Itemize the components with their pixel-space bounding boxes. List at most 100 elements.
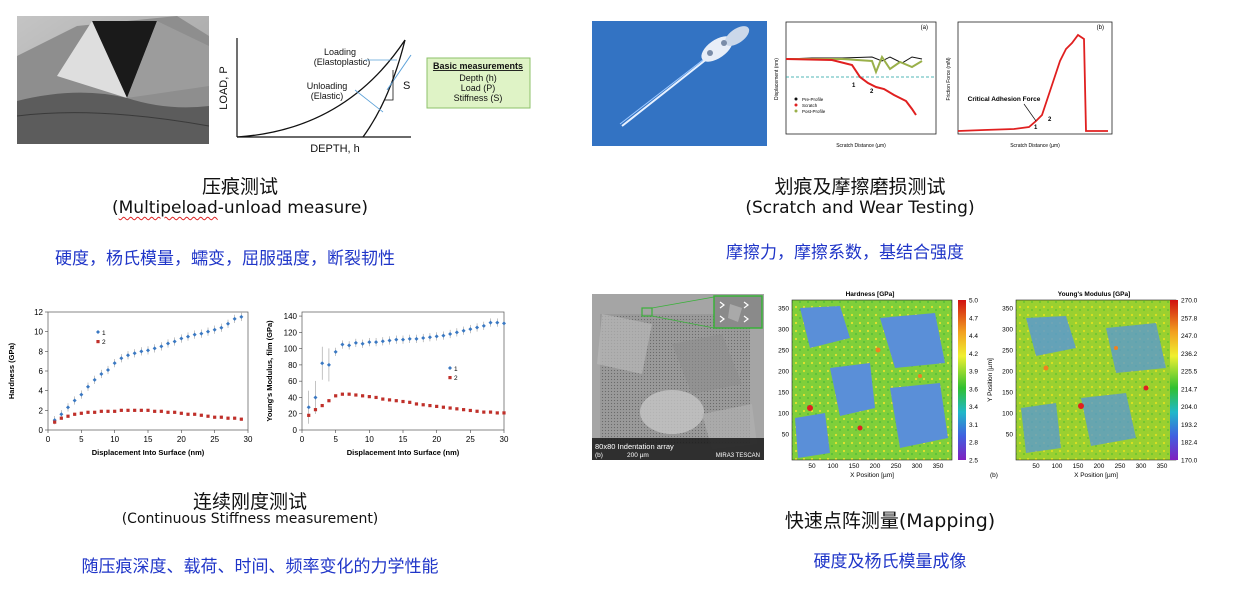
series-1-point — [192, 332, 197, 337]
y-tick-label: 8 — [39, 347, 44, 356]
map-y-tick-label: 350 — [778, 306, 789, 313]
y-tick-label: 2 — [39, 406, 44, 415]
series-1-point — [199, 331, 204, 336]
hardness-map: Hardness [GPa] 5.0 4.7 4.4 4.2 3.9 3.6 3.4 3.1 2… — [778, 291, 978, 479]
x-tick-label: 25 — [466, 435, 475, 444]
subtitle-paren: ( — [112, 198, 119, 218]
plot-frame — [47, 311, 249, 431]
colorbar-tick-label: 214.7 — [1181, 386, 1198, 393]
series-1-point — [239, 314, 244, 319]
modulus-map: Young's Modulus [GPa] Y Position [µm] 27… — [987, 291, 1198, 479]
series-2-point — [73, 412, 77, 416]
map-x-tick-label: 50 — [1032, 463, 1040, 470]
series-1-point — [374, 340, 379, 345]
colorbar-tick-label: 225.5 — [1181, 369, 1198, 376]
colorbar-tick-label: 2.5 — [969, 458, 978, 465]
map-x-tick-label: 250 — [891, 463, 902, 470]
series-2-point — [387, 398, 392, 402]
colorbar-tick-label: 270.0 — [1181, 298, 1198, 305]
series-2-point — [239, 417, 243, 421]
series-1-point — [146, 348, 150, 353]
x-tick-label: 25 — [210, 435, 219, 444]
x-tick-label: 15 — [399, 435, 408, 444]
chart-a-ylabel: Displacement (nm) — [774, 58, 780, 100]
series-1-point — [159, 344, 164, 349]
legend-marker-1 — [448, 366, 452, 370]
x-tick-label: 0 — [300, 435, 305, 444]
colorbar-tick-label: 257.8 — [1181, 315, 1198, 322]
series-1-point — [326, 362, 331, 367]
chart-a-tag: (a) — [921, 25, 928, 31]
series-1-point — [79, 392, 84, 397]
legend-marker-1 — [96, 330, 100, 334]
series-2-point — [219, 415, 223, 419]
x-tick-label: 5 — [79, 435, 84, 444]
series-1-point — [387, 338, 392, 343]
series-1-point — [212, 327, 217, 332]
map-y-tick-label: 150 — [778, 390, 789, 397]
indent-sem-image — [17, 16, 209, 144]
series-1-point — [434, 334, 439, 339]
map-y-tick-label: 300 — [1002, 327, 1013, 334]
x-tick-label: 0 — [46, 435, 51, 444]
series-1-point — [475, 325, 480, 330]
map-x-tick-label: 250 — [1115, 463, 1126, 470]
series-1-point — [179, 336, 184, 341]
legend-marker-2 — [448, 376, 452, 380]
map-y-tick-label: 50 — [782, 432, 790, 439]
box-item-load: Load (P) — [461, 83, 496, 93]
x-tick-label: 30 — [244, 435, 253, 444]
series-1-point — [139, 349, 144, 354]
y-tick-label: 80 — [288, 361, 297, 370]
scratch-subtitle: (Scratch and Wear Testing) — [745, 198, 975, 218]
legend-post: Post-Profile — [802, 109, 826, 114]
subtitle-rest: -unload measure) — [217, 198, 368, 218]
chart-a-marker-2: 2 — [870, 89, 874, 95]
series-2-point — [468, 408, 472, 413]
series-2-point — [361, 394, 365, 398]
series-2-point — [354, 393, 358, 397]
scratch-tip-image — [592, 21, 767, 146]
series-2-point — [146, 408, 150, 412]
series-1-point — [66, 405, 70, 410]
series-1-point — [92, 377, 97, 382]
chart-a-xlabel: Scratch Distance (µm) — [836, 143, 886, 149]
series-1-point — [461, 328, 466, 333]
series-1-point — [421, 336, 426, 341]
series-1-point — [427, 335, 432, 340]
indentation-properties: 硬度，杨氏模量，蠕变，屈服强度，断裂韧性 — [55, 249, 395, 269]
scratch-chart-b: (b) Friction Force (mN) Scratch Distance… — [946, 21, 1113, 149]
series-1-point — [468, 327, 473, 332]
colorbar-tick-label: 236.2 — [1181, 351, 1198, 358]
y-tick-label: 0 — [39, 426, 44, 435]
series-2-point — [441, 405, 445, 409]
modulus-map-tag: (b) — [990, 472, 998, 479]
scratch-title: 划痕及摩擦磨损测试 — [774, 176, 946, 198]
map-x-tick-label: 200 — [870, 463, 881, 470]
loading-sub-label: (Elastoplastic) — [314, 57, 371, 67]
series-2-point — [166, 410, 170, 414]
colorbar-tick-label: 2.8 — [969, 440, 978, 447]
box-item-stiffness: Stiffness (S) — [454, 93, 503, 103]
series-1-point — [347, 343, 352, 348]
map-x-tick-label: 300 — [912, 463, 923, 470]
series-2-point — [213, 415, 217, 419]
series-1-point — [106, 368, 110, 373]
series-2-point — [226, 416, 230, 420]
map-y-tick-label: 200 — [1002, 369, 1013, 376]
sem-scale: 200 µm — [627, 452, 649, 459]
x-tick-label: 5 — [333, 435, 338, 444]
series-1-point — [119, 356, 124, 361]
chart-b-ylabel: Friction Force (mN) — [946, 57, 952, 100]
x-tick-label: 10 — [110, 435, 119, 444]
series-1-point — [59, 412, 64, 417]
sem-tag: (b) — [595, 452, 603, 459]
series-2-point — [414, 402, 419, 406]
series-2-point — [367, 395, 371, 399]
map-y-tick-label: 350 — [1002, 306, 1013, 313]
hardness-map-xlabel: X Position [µm] — [850, 472, 894, 479]
series-1-point — [126, 353, 130, 358]
y-axis-label: Young's Modulus, film (GPa) — [265, 320, 274, 422]
csm-subtitle: (Continuous Stiffness measurement) — [121, 511, 379, 527]
series-2-point — [59, 416, 63, 420]
